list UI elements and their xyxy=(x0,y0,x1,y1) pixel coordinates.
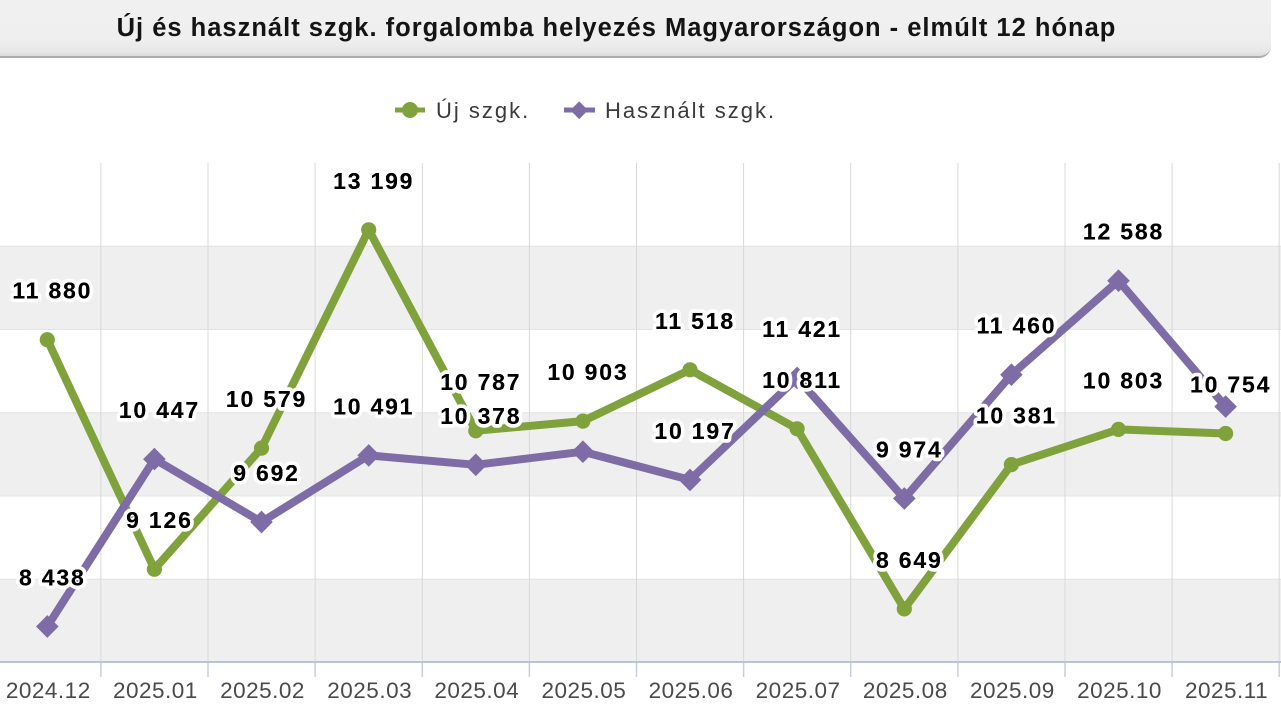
svg-text:11 518: 11 518 xyxy=(655,308,735,334)
svg-text:10 579: 10 579 xyxy=(226,386,307,412)
svg-text:10 754: 10 754 xyxy=(1190,372,1271,398)
svg-text:2025.11: 2025.11 xyxy=(1185,678,1268,703)
svg-text:10 447: 10 447 xyxy=(119,397,200,423)
svg-text:10 787: 10 787 xyxy=(440,369,521,395)
svg-text:13 199: 13 199 xyxy=(333,168,414,194)
svg-text:11 880: 11 880 xyxy=(12,278,92,304)
svg-text:2025.02: 2025.02 xyxy=(220,678,305,703)
svg-text:13 199: 13 199 xyxy=(333,168,414,194)
svg-text:10 197: 10 197 xyxy=(654,418,735,444)
svg-text:9 974: 9 974 xyxy=(876,437,943,463)
svg-text:2025.08: 2025.08 xyxy=(863,678,948,703)
svg-text:11 880: 11 880 xyxy=(12,278,92,304)
svg-text:10 811: 10 811 xyxy=(762,367,842,393)
svg-text:9 692: 9 692 xyxy=(233,460,300,486)
svg-text:12 588: 12 588 xyxy=(1083,219,1164,245)
svg-text:10 381: 10 381 xyxy=(976,403,1057,429)
svg-text:11 518: 11 518 xyxy=(655,308,735,334)
svg-text:10 754: 10 754 xyxy=(1190,372,1271,398)
svg-text:2024.12: 2024.12 xyxy=(6,678,91,703)
svg-text:2025.10: 2025.10 xyxy=(1077,678,1162,703)
svg-text:10 903: 10 903 xyxy=(547,359,628,385)
svg-text:2025.01: 2025.01 xyxy=(113,678,198,703)
svg-text:10 491: 10 491 xyxy=(333,393,414,419)
svg-text:10 378: 10 378 xyxy=(440,403,521,429)
svg-text:2025.03: 2025.03 xyxy=(327,678,412,703)
svg-text:10 803: 10 803 xyxy=(1083,367,1164,393)
svg-text:9 974: 9 974 xyxy=(876,437,943,463)
svg-text:8 438: 8 438 xyxy=(19,565,86,591)
svg-text:10 787: 10 787 xyxy=(440,369,521,395)
svg-text:10 381: 10 381 xyxy=(976,403,1057,429)
svg-text:8 649: 8 649 xyxy=(876,547,943,573)
svg-text:9 126: 9 126 xyxy=(126,507,193,533)
svg-text:8 649: 8 649 xyxy=(876,547,943,573)
svg-text:2025.05: 2025.05 xyxy=(541,678,626,703)
svg-text:10 579: 10 579 xyxy=(226,386,307,412)
svg-text:8 438: 8 438 xyxy=(19,565,86,591)
svg-text:10 903: 10 903 xyxy=(547,359,628,385)
svg-text:10 811: 10 811 xyxy=(762,367,842,393)
svg-text:11 460: 11 460 xyxy=(976,313,1056,339)
svg-text:9 692: 9 692 xyxy=(233,460,300,486)
svg-text:2025.09: 2025.09 xyxy=(970,678,1055,703)
svg-text:Használt szgk.: Használt szgk. xyxy=(605,98,776,123)
svg-text:2025.06: 2025.06 xyxy=(649,678,734,703)
svg-text:11 421: 11 421 xyxy=(762,316,842,342)
svg-text:2025.07: 2025.07 xyxy=(756,678,841,703)
svg-text:11 460: 11 460 xyxy=(976,313,1056,339)
svg-text:10 803: 10 803 xyxy=(1083,367,1164,393)
svg-text:10 197: 10 197 xyxy=(654,418,735,444)
svg-text:10 378: 10 378 xyxy=(440,403,521,429)
svg-text:12 588: 12 588 xyxy=(1083,219,1164,245)
svg-text:11 421: 11 421 xyxy=(762,316,842,342)
svg-text:2025.04: 2025.04 xyxy=(434,678,519,703)
svg-text:Új szgk.: Új szgk. xyxy=(436,98,530,123)
svg-text:9 126: 9 126 xyxy=(126,507,193,533)
svg-text:10 491: 10 491 xyxy=(333,393,414,419)
svg-text:10 447: 10 447 xyxy=(119,397,200,423)
